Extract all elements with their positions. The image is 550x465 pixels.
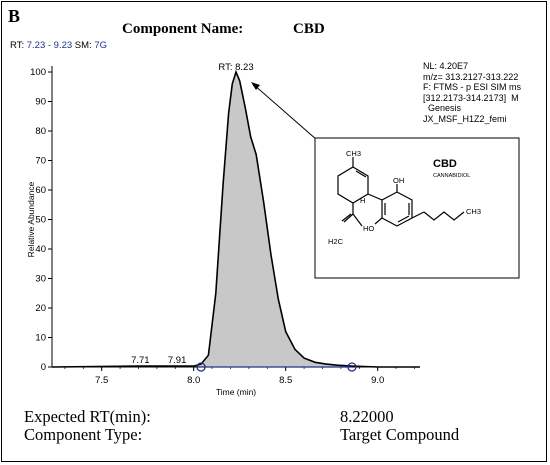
y-tick-label: 60 [35,185,46,196]
minor-peak-label: 7.71 [131,355,150,366]
y-tick-label: 20 [35,303,46,314]
minor-peak-label: 7.91 [168,355,187,366]
sm-label: SM: [74,40,92,51]
structure-label-ch3-chain: CH3 [466,207,481,216]
y-tick-label: 80 [35,126,46,137]
y-tick-label: 10 [35,333,46,344]
structure-label-h2c: H2C [328,237,344,246]
structure-name: CBD [433,158,457,170]
y-tick-label: 0 [41,362,46,373]
info-line: m/z= 313.2127-313.222 [423,71,519,82]
chart-layer: 0 10 20 30 40 50 60 70 80 90 100 7.5 8.0 8.5 9.0 Time (… [26,62,420,397]
x-tick-label: 8.5 [279,375,292,386]
info-line: F: FTMS - p ESI SIM ms [423,82,522,93]
structure-label-ch3-top: CH3 [346,149,361,158]
callout-arrowhead [251,82,260,90]
y-tick-label: 40 [35,244,46,255]
x-axis-label: Time (min) [216,387,256,397]
cbd-structure [337,157,465,227]
y-tick-label: 30 [35,274,46,285]
structure-label-ho: HO [363,224,374,233]
component-name-value: CBD [293,21,325,37]
x-tick-label: 9.0 [371,375,384,386]
peak-area [52,72,420,367]
rt-range-line: RT: 7.23 - 9.23 SM: 7G [10,40,107,51]
structure-label-h: H [360,196,365,205]
info-line: NL: 4.20E7 [423,61,469,71]
scan-info: NL: 4.20E7 m/z= 313.2127-313.222 F: FTMS -… [423,61,521,125]
peak-line [51,69,420,368]
structure-subname: CANNABIDIOL [433,173,470,179]
panel-label: B [8,6,21,26]
peak-rt-label: RT: 8.23 [218,62,253,73]
component-type-value: Target Compound [340,425,460,444]
y-tick-label: 100 [30,67,46,78]
rt-range-value: 7.23 - 9.23 [26,40,73,51]
rt-range-label: RT: [10,40,25,51]
info-line: Genesis [423,103,462,114]
structure-box [314,137,520,279]
info-line: [312.2173-314.2173] M [423,92,519,103]
y-axis-label: Relative Abundance [26,181,36,257]
expected-rt-value: 8.22000 [340,407,394,426]
structure-labels: CH3 OH H HO CH3 H2C [328,149,481,246]
y-tick-label: 50 [35,215,46,226]
callout-arrow [252,83,318,141]
info-line: JX_MSF_H1Z2_femi [423,113,507,124]
y-tick-label: 90 [35,97,46,108]
y-tick-label: 70 [35,156,46,167]
expected-rt-label: Expected RT(min): [24,407,151,426]
sm-value: 7G [94,40,108,51]
x-tick-label: 8.0 [187,375,200,386]
x-tick-label: 7.5 [95,375,108,386]
component-name-label: Component Name: [122,21,244,37]
component-type-label: Component Type: [24,425,143,444]
structure-label-oh: OH [393,176,404,185]
